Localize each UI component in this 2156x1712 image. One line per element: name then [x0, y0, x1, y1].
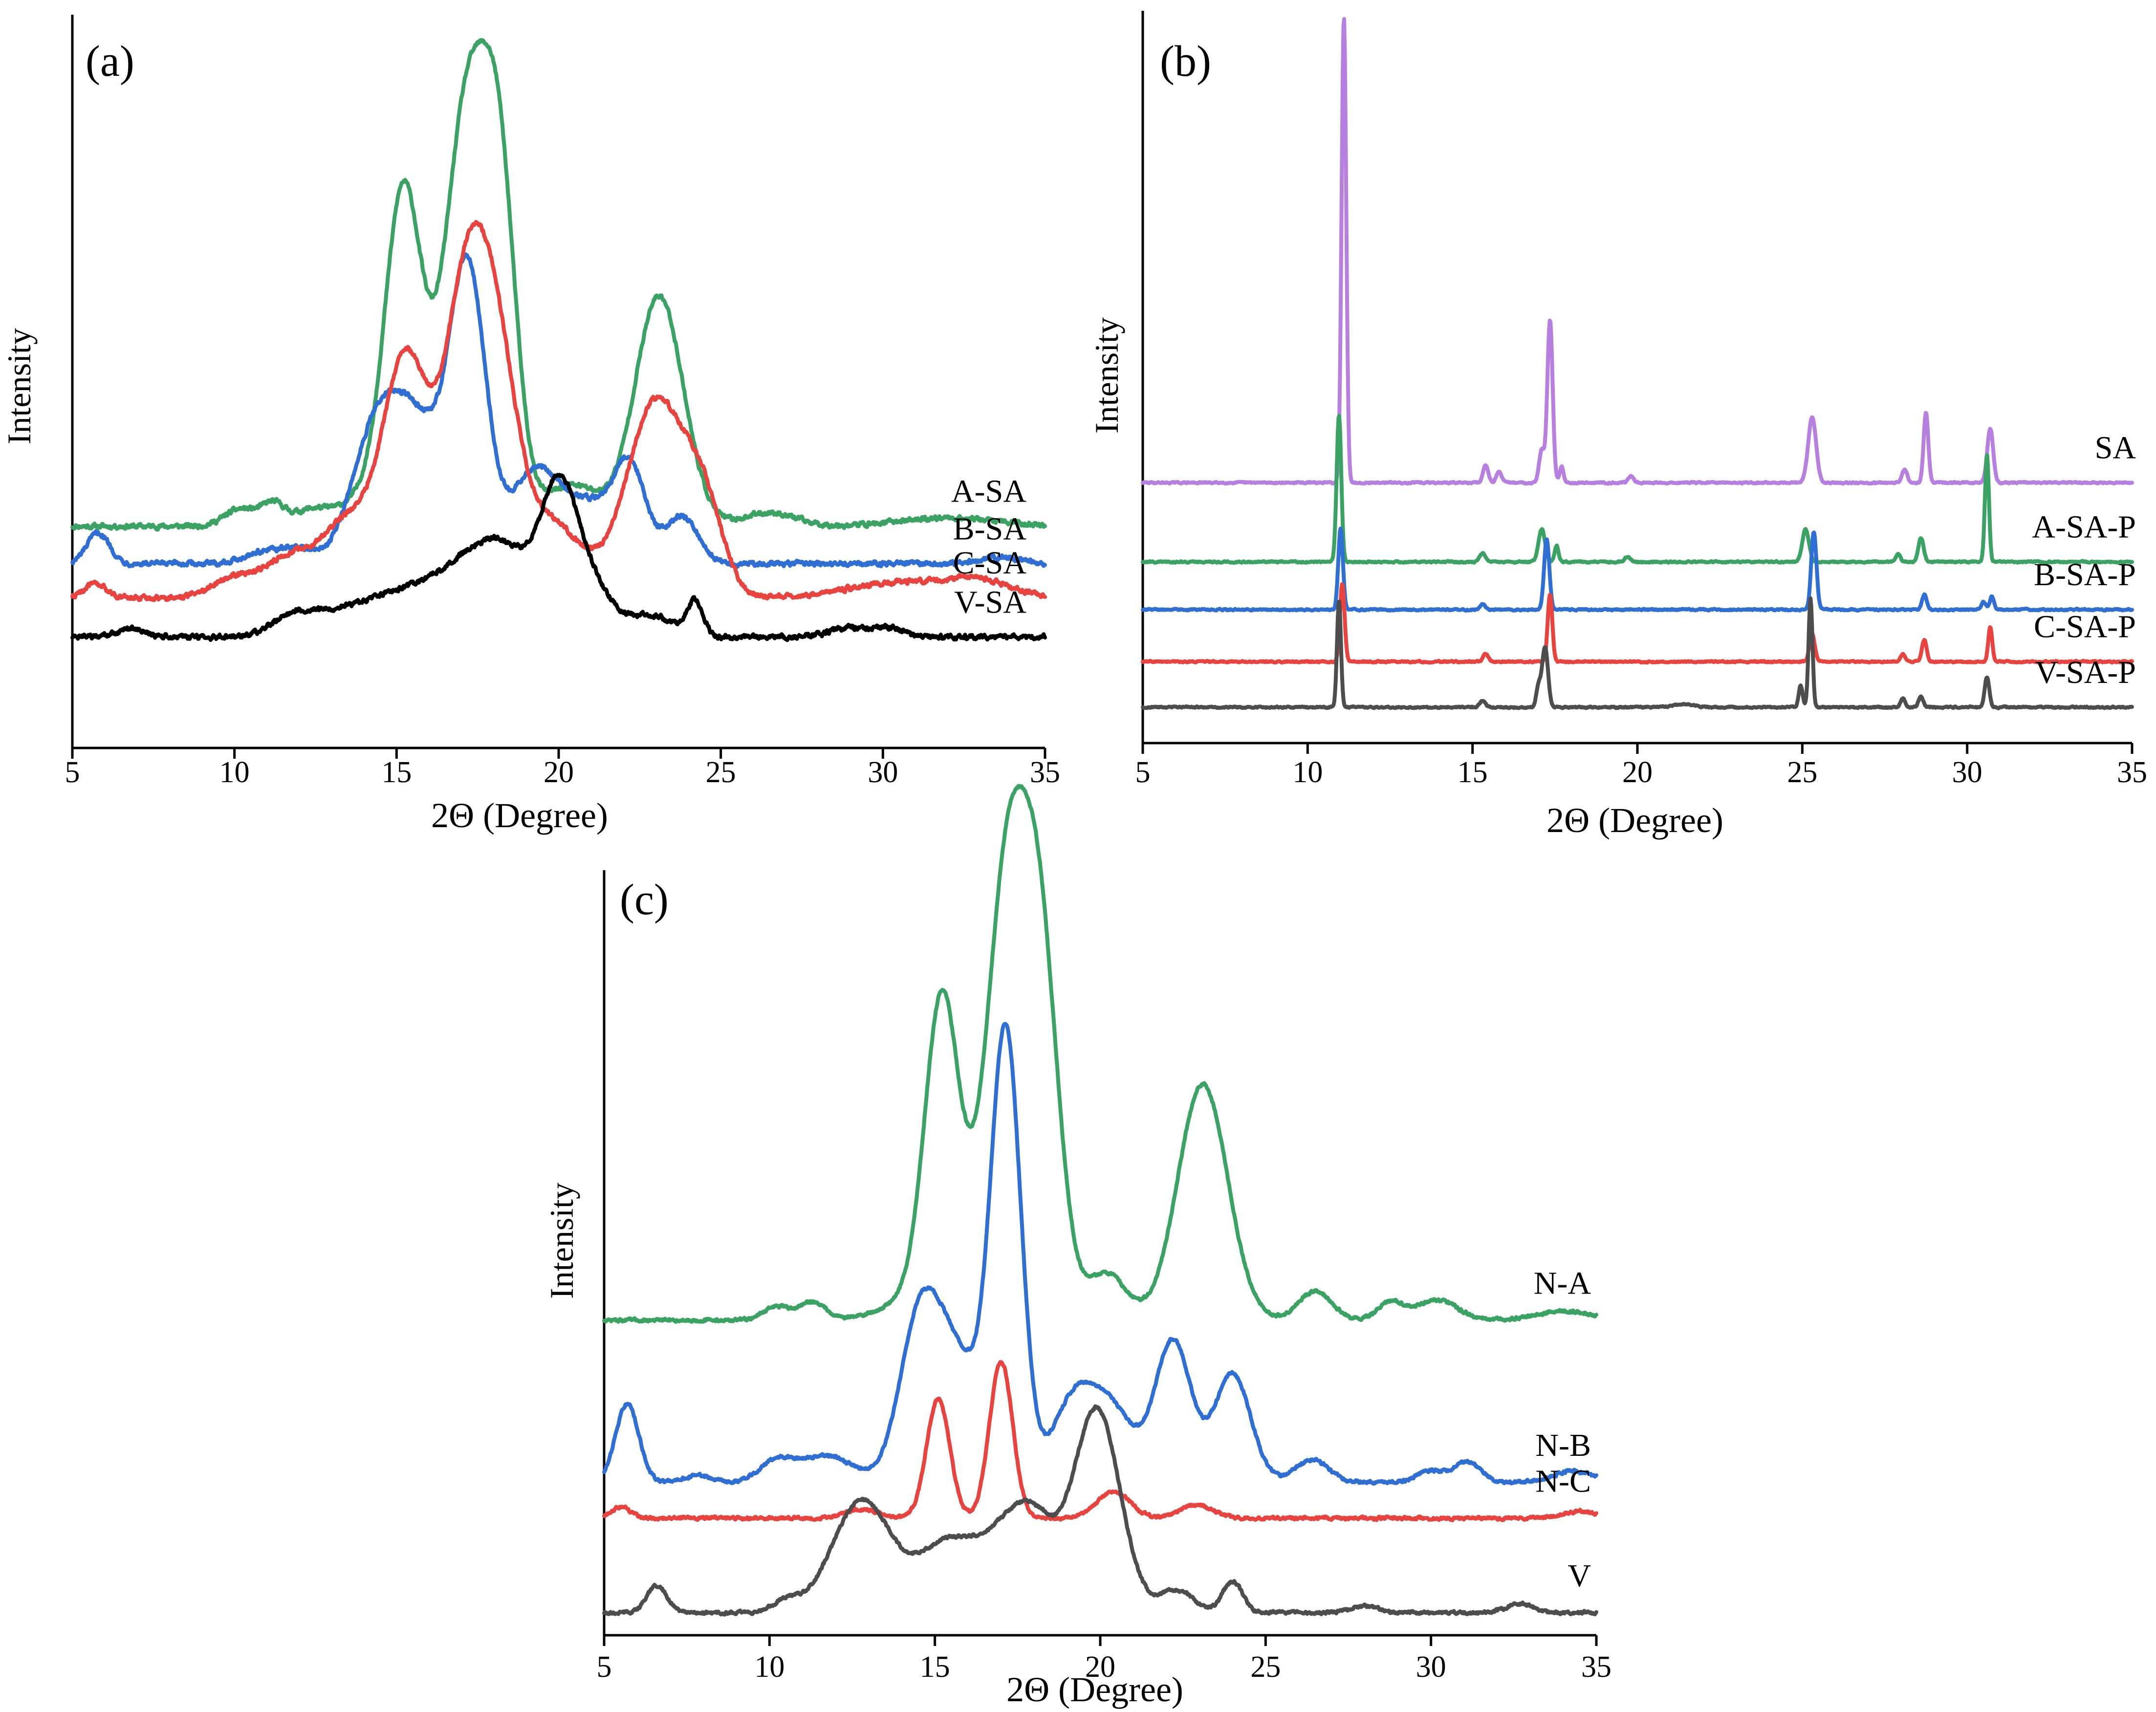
series-label-b-sa-p: B-SA-P — [2034, 557, 2136, 593]
panel-c-xtick-label: 25 — [1250, 1650, 1281, 1684]
panel-b-xlabel: 2Θ (Degree) — [1546, 801, 1723, 840]
panel-a-xtick-label: 30 — [868, 756, 898, 789]
panel-a-label: (a) — [86, 37, 134, 86]
panel-a-xtick-label: 10 — [219, 756, 250, 789]
panel-c-xtick-label: 20 — [1085, 1650, 1115, 1684]
panel-a-xtick-label: 25 — [706, 756, 736, 789]
panel-b-axes — [1141, 11, 2132, 745]
panel-c-xtick-label: 15 — [920, 1650, 950, 1684]
series-label-c-sa: C-SA — [953, 545, 1027, 581]
panel-a-ylabel: Intensity — [0, 328, 38, 444]
series-line-v-sa — [70, 473, 1047, 642]
series-line-sa — [1141, 17, 2134, 486]
series-label-a-sa: A-SA — [951, 474, 1026, 509]
series-label-b-sa: B-SA — [953, 511, 1027, 547]
panel-a-xtick-label: 5 — [65, 756, 80, 789]
panel-b: (b) Intensity 2Θ (Degree) 5 10 15 20 25 30 35 S… — [1088, 11, 2147, 840]
series-label-n-a: N-A — [1534, 1266, 1591, 1301]
panel-c-xlabel: 2Θ (Degree) — [1006, 1670, 1183, 1709]
panel-b-ylabel: Intensity — [1088, 317, 1125, 434]
panel-b-label: (b) — [1160, 37, 1211, 86]
panel-c-ylabel: Intensity — [543, 1183, 580, 1299]
series-line-c-sa — [70, 219, 1047, 602]
series-line-v — [602, 1404, 1598, 1617]
series-line-b-sa — [70, 252, 1047, 569]
series-label-v-sa: V-SA — [954, 584, 1026, 620]
panel-a: (a) Intensity 2Θ (Degree) 5 10 15 20 25 30 35 A… — [0, 15, 1060, 835]
series-line-n-b — [602, 1022, 1598, 1486]
panel-b-xtick-label: 25 — [1787, 756, 1817, 789]
panel-c-xtick-label: 5 — [597, 1650, 612, 1684]
panel-b-xtick-label: 15 — [1458, 756, 1488, 789]
series-label-v: V — [1568, 1558, 1591, 1594]
panel-b-xtick-label: 5 — [1135, 756, 1151, 789]
series-label-a-sa-p: A-SA-P — [2032, 509, 2136, 545]
panel-a-xtick-label: 20 — [544, 756, 574, 789]
series-label-n-c: N-C — [1535, 1464, 1591, 1499]
panel-a-xlabel: 2Θ (Degree) — [431, 796, 608, 835]
series-label-n-b: N-B — [1535, 1427, 1591, 1463]
series-line-n-c — [602, 1360, 1598, 1522]
series-line-a-sa-p — [1141, 414, 2134, 565]
panel-a-xtick-label: 35 — [1030, 756, 1060, 789]
series-line-v-sa-p — [1141, 596, 2134, 710]
panel-b-xtick-label: 35 — [2117, 756, 2147, 789]
series-label-sa: SA — [2095, 430, 2136, 465]
panel-b-xtick-label: 30 — [1952, 756, 1982, 789]
series-line-n-a — [602, 784, 1598, 1324]
panel-c-label: (c) — [620, 876, 669, 924]
series-line-b-sa-p — [1141, 527, 2134, 613]
panel-c-xtick-label: 30 — [1416, 1650, 1446, 1684]
panel-b-xtick-label: 20 — [1622, 756, 1653, 789]
panel-c-xtick-label: 10 — [754, 1650, 784, 1684]
series-line-c-sa-p — [1141, 582, 2134, 665]
series-line-a-sa — [70, 38, 1047, 532]
panel-b-xtick-label: 10 — [1292, 756, 1323, 789]
series-label-c-sa-p: C-SA-P — [2034, 609, 2136, 645]
series-label-v-sa-p: V-SA-P — [2035, 655, 2136, 690]
panel-c-xtick-label: 35 — [1581, 1650, 1612, 1684]
panel-c: (c) Intensity 2Θ (Degree) 5 10 15 20 25 30 35 N… — [543, 784, 1612, 1709]
panel-a-xtick-label: 15 — [381, 756, 412, 789]
